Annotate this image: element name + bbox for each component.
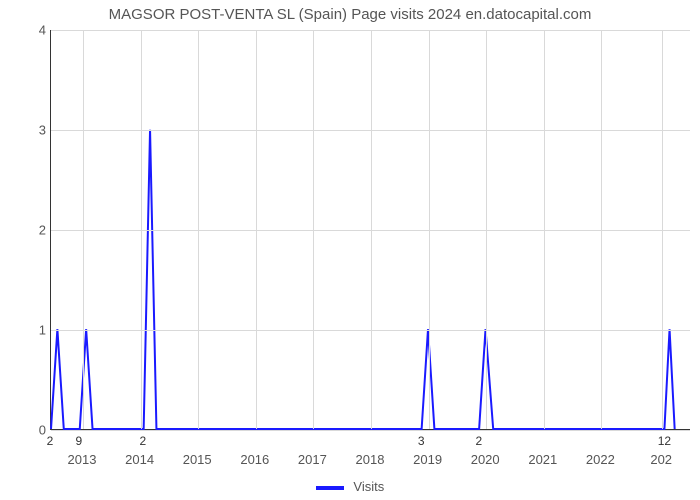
- grid-line-vertical: [429, 30, 430, 429]
- grid-line-vertical: [198, 30, 199, 429]
- plot-area: [50, 30, 690, 430]
- grid-line-vertical: [371, 30, 372, 429]
- x-point-label: 2: [139, 434, 146, 448]
- x-tick-label: 2015: [183, 452, 212, 467]
- grid-line-vertical: [83, 30, 84, 429]
- x-point-label: 2: [475, 434, 482, 448]
- grid-line-horizontal: [51, 430, 690, 431]
- grid-line-vertical: [313, 30, 314, 429]
- chart-container: MAGSOR POST-VENTA SL (Spain) Page visits…: [0, 0, 700, 500]
- x-tick-label: 2014: [125, 452, 154, 467]
- y-tick-label: 2: [6, 223, 46, 238]
- y-tick-label: 0: [6, 423, 46, 438]
- x-point-label: 9: [75, 434, 82, 448]
- x-tick-label: 2018: [356, 452, 385, 467]
- x-point-label: 3: [418, 434, 425, 448]
- x-tick-label: 2022: [586, 452, 615, 467]
- x-tick-label: 2016: [240, 452, 269, 467]
- grid-line-vertical: [601, 30, 602, 429]
- x-tick-label: 202: [650, 452, 672, 467]
- x-tick-label: 2019: [413, 452, 442, 467]
- grid-line-vertical: [141, 30, 142, 429]
- y-tick-label: 4: [6, 23, 46, 38]
- x-tick-label: 2013: [68, 452, 97, 467]
- y-tick-label: 1: [6, 323, 46, 338]
- visits-line-path: [51, 130, 675, 429]
- y-tick-label: 3: [6, 123, 46, 138]
- x-point-label: 12: [658, 434, 671, 448]
- legend: Visits: [0, 479, 700, 494]
- x-point-label: 2: [47, 434, 54, 448]
- grid-line-vertical: [256, 30, 257, 429]
- grid-line-vertical: [486, 30, 487, 429]
- grid-line-vertical: [662, 30, 663, 429]
- legend-swatch: [316, 486, 344, 490]
- chart-title: MAGSOR POST-VENTA SL (Spain) Page visits…: [0, 6, 700, 23]
- x-tick-label: 2021: [528, 452, 557, 467]
- x-tick-label: 2020: [471, 452, 500, 467]
- legend-label: Visits: [353, 479, 384, 494]
- grid-line-vertical: [544, 30, 545, 429]
- x-tick-label: 2017: [298, 452, 327, 467]
